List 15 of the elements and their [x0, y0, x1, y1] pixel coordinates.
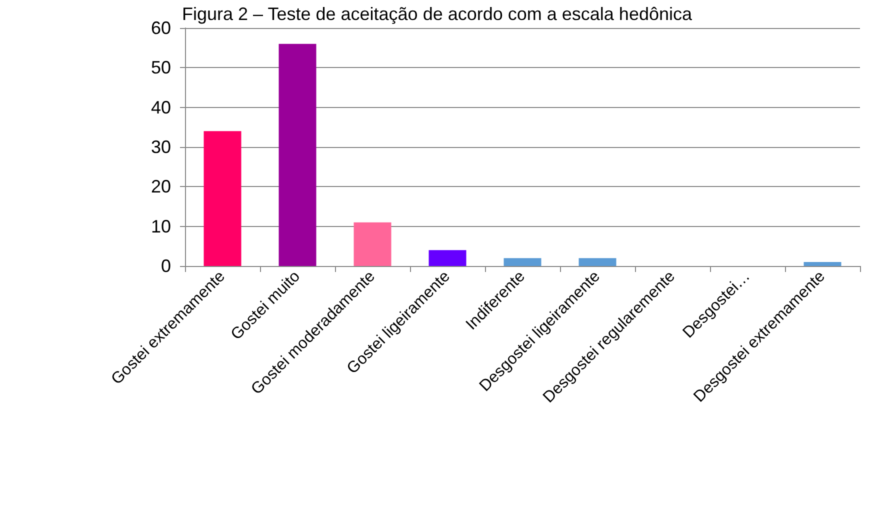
bar — [578, 258, 616, 266]
y-tick-label: 0 — [160, 256, 171, 276]
y-tick-label: 30 — [150, 137, 171, 157]
y-tick-label: 60 — [150, 18, 171, 38]
chart-title: Figura 2 – Teste de aceitação de acordo com a escala hedônica — [182, 4, 693, 24]
bar — [804, 262, 842, 266]
bar — [428, 250, 466, 266]
y-tick-label: 50 — [150, 58, 171, 78]
bar — [278, 44, 316, 266]
y-tick-label: 40 — [150, 97, 171, 118]
bar — [504, 258, 542, 266]
y-tick-label: 20 — [150, 176, 171, 197]
bar — [354, 222, 392, 266]
y-tick-label: 10 — [150, 216, 171, 236]
bar — [204, 131, 242, 266]
